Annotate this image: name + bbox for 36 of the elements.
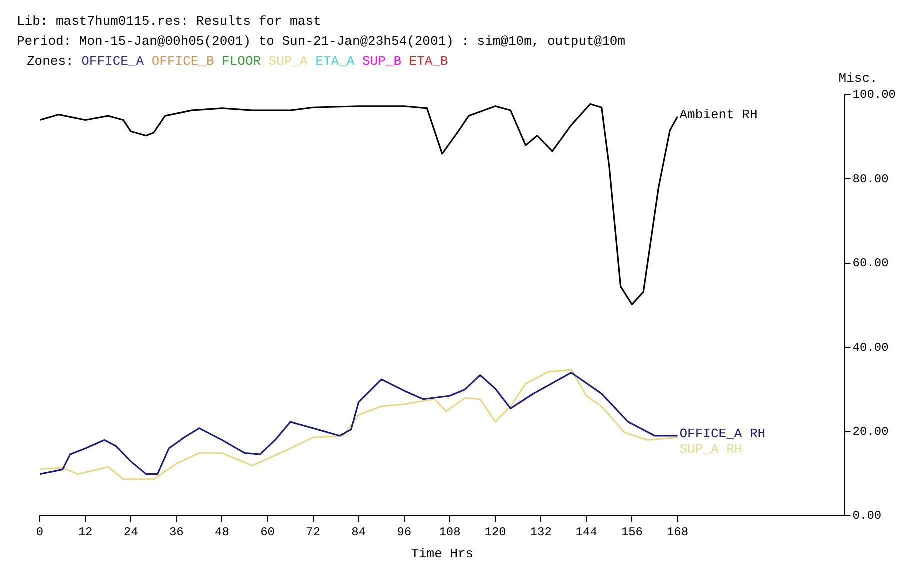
series-label: SUP_A RH xyxy=(680,442,742,458)
x-tick-label: 12 xyxy=(78,525,93,540)
series-label: Ambient RH xyxy=(680,107,758,122)
series-label: OFFICE_A RH xyxy=(680,426,766,442)
y-tick-label: 80.00 xyxy=(852,172,889,186)
x-axis-title: Time Hrs xyxy=(411,546,474,562)
x-tick-label: 132 xyxy=(530,525,552,540)
y-axis-title: Misc. xyxy=(838,70,878,86)
x-tick-label: 24 xyxy=(124,525,138,540)
y-tick-label: 20.00 xyxy=(852,424,889,439)
y-tick-label: 40.00 xyxy=(852,340,889,355)
x-tick-label: 84 xyxy=(352,525,366,540)
text: FLOOR xyxy=(221,54,262,69)
x-tick-label: 120 xyxy=(484,525,506,540)
text: OFFICE_B xyxy=(150,54,214,69)
x-tick-label: 72 xyxy=(306,525,321,540)
x-tick-label: 168 xyxy=(666,525,689,540)
x-tick-label: 108 xyxy=(439,525,461,540)
x-tick-label: 156 xyxy=(621,525,644,540)
text: SUP_A xyxy=(268,54,308,69)
x-tick-label: 60 xyxy=(260,525,275,540)
y-tick-label: 100.00 xyxy=(852,88,896,102)
x-tick-label: 48 xyxy=(215,525,230,540)
text: ETA_A xyxy=(314,54,355,69)
y-tick-label: 60.00 xyxy=(852,256,889,271)
x-tick-label: 0 xyxy=(36,525,44,540)
text: ETA_B xyxy=(408,54,448,69)
x-tick-label: 96 xyxy=(397,525,412,540)
x-tick-label: 144 xyxy=(576,525,598,540)
chart-subtitle: Period: Mon-15-Jan@00h05(2001) to Sun-21-Jan@23h54(2001) : sim@10m, output@10m xyxy=(17,34,626,49)
chart-title: Lib: mast7hum0115.res: Results for mast xyxy=(17,14,322,29)
x-tick-label: 36 xyxy=(169,525,184,540)
text: SUP_B xyxy=(361,54,402,69)
text: OFFICE_A xyxy=(80,54,144,69)
text: Zones: xyxy=(27,54,74,69)
y-tick-label: 0.00 xyxy=(852,509,882,524)
